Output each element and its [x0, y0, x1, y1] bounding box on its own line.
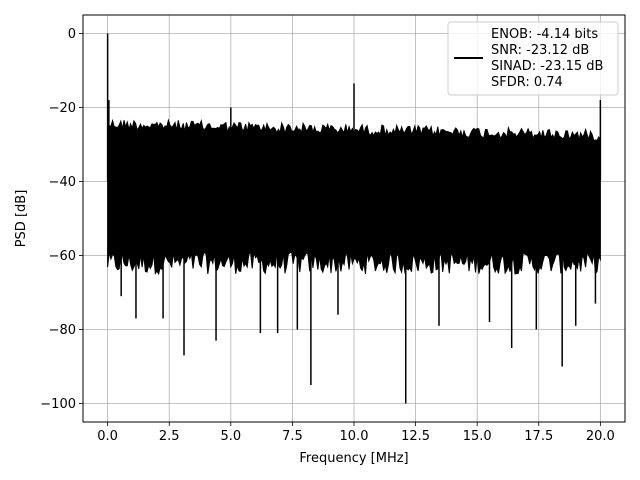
x-tick-label: 7.5 — [282, 429, 303, 444]
legend-sfdr: SFDR: 0.74 — [491, 75, 563, 90]
x-axis-label: Frequency [MHz] — [299, 451, 408, 466]
x-tick-label: 20.0 — [586, 429, 615, 444]
y-tick-label: −60 — [49, 249, 76, 264]
y-tick-label: −20 — [49, 101, 76, 116]
x-tick-label: 12.5 — [401, 429, 430, 444]
x-tick-label: 17.5 — [524, 429, 553, 444]
y-tick-label: −40 — [49, 175, 76, 190]
legend: ENOB: -4.14 bits SNR: -23.12 dB SINAD: -… — [447, 21, 619, 96]
y-axis-label: PSD [dB] — [14, 190, 29, 248]
x-tick-label: 2.5 — [159, 429, 180, 444]
x-axis: 0.0 2.5 5.0 7.5 10.0 12.5 15.0 17.5 20.0 — [97, 422, 615, 444]
y-tick-label: −80 — [49, 323, 76, 338]
series-layer — [106, 33, 602, 404]
x-tick-label: 15.0 — [463, 429, 492, 444]
y-tick-label: 0 — [68, 27, 76, 42]
x-tick-label: 0.0 — [97, 429, 118, 444]
x-tick-label: 5.0 — [220, 429, 241, 444]
legend-snr: SNR: -23.12 dB — [491, 43, 589, 58]
legend-box — [447, 21, 619, 96]
x-tick-label: 10.0 — [340, 429, 369, 444]
legend-sinad: SINAD: -23.15 dB — [491, 59, 603, 74]
y-axis: 0 −20 −40 −60 −80 −100 — [40, 27, 83, 412]
legend-enob: ENOB: -4.14 bits — [491, 27, 598, 42]
y-tick-label: −100 — [40, 397, 76, 412]
